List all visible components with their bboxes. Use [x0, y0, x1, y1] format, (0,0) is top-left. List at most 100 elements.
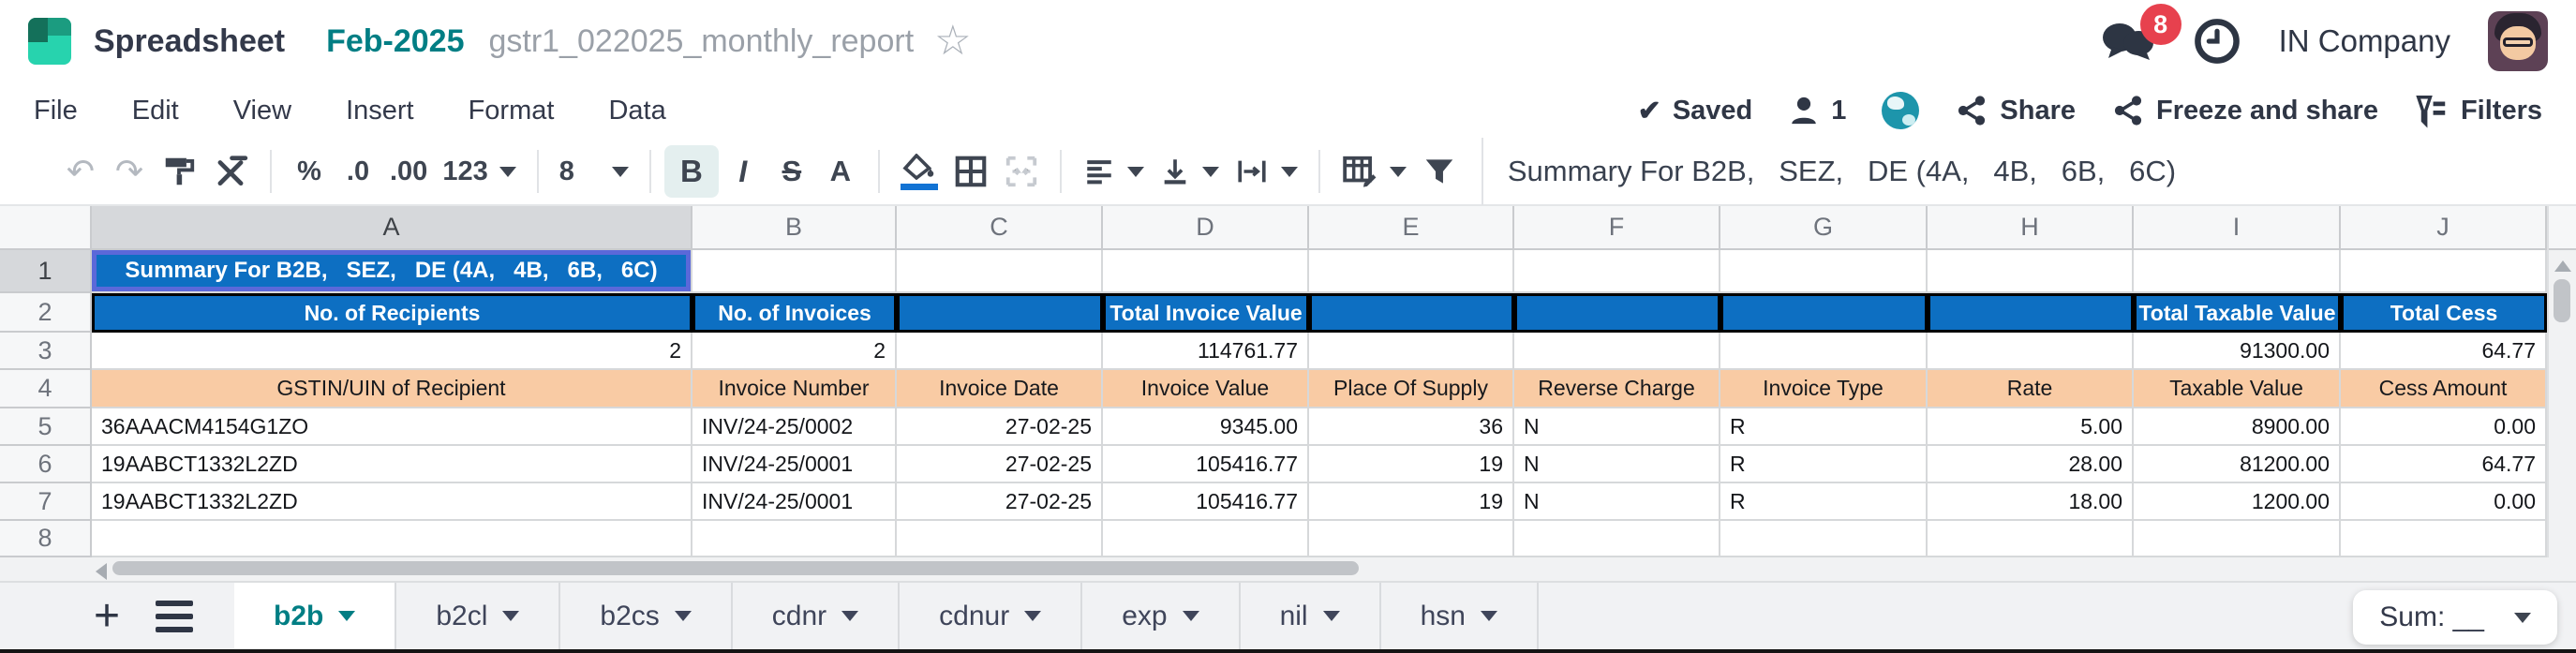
cell[interactable] — [1928, 521, 2134, 557]
cell[interactable]: 1200.00 — [2134, 483, 2341, 521]
messages-button[interactable]: 8 — [2101, 4, 2181, 64]
cell[interactable] — [1309, 250, 1514, 293]
sheet-tab-nil[interactable]: nil — [1241, 583, 1381, 649]
column-header[interactable]: A — [92, 206, 692, 250]
cell[interactable]: Total Invoice Value — [1103, 293, 1309, 333]
cell-content-display[interactable]: Summary For B2B, SEZ, DE (4A, 4B, 6B, 6C… — [1507, 155, 2177, 187]
cell[interactable]: N — [1514, 446, 1720, 483]
cell[interactable] — [897, 293, 1103, 333]
cell[interactable]: 36AAACM4154G1ZO — [92, 408, 692, 446]
cell[interactable]: 64.77 — [2341, 446, 2547, 483]
cell[interactable]: No. of Invoices — [692, 293, 897, 333]
cell[interactable]: Invoice Type — [1720, 370, 1928, 408]
cell[interactable]: 2 — [692, 333, 897, 370]
menu-format[interactable]: Format — [468, 95, 555, 126]
cell[interactable] — [2134, 521, 2341, 557]
menu-insert[interactable]: Insert — [346, 95, 414, 126]
cell[interactable]: Cess Amount — [2341, 370, 2547, 408]
cell[interactable]: 27-02-25 — [897, 446, 1103, 483]
cell[interactable]: 19 — [1309, 446, 1514, 483]
decrease-decimal-button[interactable]: .0 — [346, 156, 370, 186]
cell[interactable] — [2134, 250, 2341, 293]
insert-table-button[interactable] — [1333, 145, 1414, 198]
cell[interactable]: 18.00 — [1928, 483, 2134, 521]
cell[interactable] — [1103, 250, 1309, 293]
cell[interactable]: 36 — [1309, 408, 1514, 446]
bold-button[interactable]: B — [663, 145, 719, 198]
cell[interactable] — [1720, 293, 1928, 333]
filters-button[interactable]: Filters — [2414, 93, 2542, 128]
cell[interactable] — [92, 521, 692, 557]
horizontal-scrollbar[interactable] — [0, 557, 2576, 581]
cell[interactable]: R — [1720, 446, 1928, 483]
cell[interactable] — [1309, 293, 1514, 333]
freeze-and-share-button[interactable]: Freeze and share — [2111, 94, 2378, 127]
cell[interactable]: Reverse Charge — [1514, 370, 1720, 408]
cell[interactable]: 19 — [1309, 483, 1514, 521]
sheet-tab-cdnur[interactable]: cdnur — [900, 583, 1083, 649]
cell[interactable]: Invoice Date — [897, 370, 1103, 408]
cell[interactable] — [1928, 293, 2134, 333]
cell[interactable]: 8900.00 — [2134, 408, 2341, 446]
row-header[interactable]: 1 — [0, 250, 92, 293]
fill-color-button[interactable] — [893, 145, 946, 198]
scroll-up-arrow[interactable] — [2554, 260, 2571, 272]
sheet-tab-b2b[interactable]: b2b — [234, 583, 397, 649]
cell[interactable]: INV/24-25/0001 — [692, 483, 897, 521]
collaborators-indicator[interactable]: 1 — [1788, 95, 1846, 126]
cell[interactable]: Rate — [1928, 370, 2134, 408]
cell[interactable]: 27-02-25 — [897, 483, 1103, 521]
add-sheet-button[interactable]: + — [94, 590, 121, 641]
text-color-button[interactable]: A — [829, 155, 852, 187]
sheet-list-button[interactable] — [156, 600, 194, 632]
cell[interactable]: 9345.00 — [1103, 408, 1309, 446]
cell[interactable]: R — [1720, 483, 1928, 521]
undo-button[interactable]: ↶ — [66, 152, 96, 190]
cell[interactable] — [2341, 250, 2547, 293]
cell[interactable]: Total Taxable Value — [2134, 293, 2341, 333]
increase-decimal-button[interactable]: .00 — [390, 156, 428, 186]
company-switcher[interactable]: IN Company — [2278, 23, 2450, 58]
cell[interactable] — [692, 521, 897, 557]
column-header[interactable]: G — [1720, 206, 1928, 250]
cell[interactable]: Place Of Supply — [1309, 370, 1514, 408]
cell[interactable] — [1928, 333, 2134, 370]
merge-cells-button[interactable] — [996, 145, 1047, 198]
cell[interactable]: 81200.00 — [2134, 446, 2341, 483]
italic-button[interactable]: I — [738, 154, 748, 188]
menu-view[interactable]: View — [232, 95, 292, 126]
column-header[interactable]: F — [1514, 206, 1720, 250]
font-size-selector[interactable]: 8 — [552, 145, 636, 198]
column-header[interactable]: B — [692, 206, 897, 250]
cell[interactable]: 5.00 — [1928, 408, 2134, 446]
row-header[interactable]: 8 — [0, 521, 92, 557]
paint-format-button[interactable] — [154, 145, 204, 198]
strikethrough-button[interactable]: S — [782, 155, 802, 187]
sheet-tab-hsn[interactable]: hsn — [1381, 583, 1539, 649]
number-format-button[interactable]: 123 — [435, 145, 523, 198]
online-status[interactable] — [1882, 92, 1920, 129]
vertical-scrollbar[interactable] — [2547, 206, 2576, 557]
row-header[interactable]: 5 — [0, 408, 92, 446]
favorite-star-icon[interactable]: ☆ — [934, 18, 972, 64]
user-avatar[interactable] — [2488, 11, 2548, 71]
cell[interactable] — [1103, 521, 1309, 557]
cell[interactable]: 114761.77 — [1103, 333, 1309, 370]
column-header[interactable]: C — [897, 206, 1103, 250]
aggregate-selector[interactable]: Sum: __ — [2353, 590, 2557, 645]
cell[interactable]: 19AABCT1332L2ZD — [92, 483, 692, 521]
cell[interactable] — [1514, 333, 1720, 370]
column-header[interactable]: H — [1928, 206, 2134, 250]
cell[interactable]: 105416.77 — [1103, 483, 1309, 521]
cell[interactable]: No. of Recipients — [92, 293, 692, 333]
format-percent-button[interactable]: % — [297, 156, 321, 186]
row-header[interactable]: 6 — [0, 446, 92, 483]
borders-button[interactable] — [946, 145, 996, 198]
sheet-tab-cdnr[interactable]: cdnr — [733, 583, 901, 649]
cell[interactable]: 19AABCT1332L2ZD — [92, 446, 692, 483]
cell[interactable] — [2341, 521, 2547, 557]
cell[interactable] — [692, 250, 897, 293]
doc-name[interactable]: gstr1_022025_monthly_report — [488, 22, 915, 59]
cell[interactable] — [1720, 250, 1928, 293]
cell[interactable]: Taxable Value — [2134, 370, 2341, 408]
